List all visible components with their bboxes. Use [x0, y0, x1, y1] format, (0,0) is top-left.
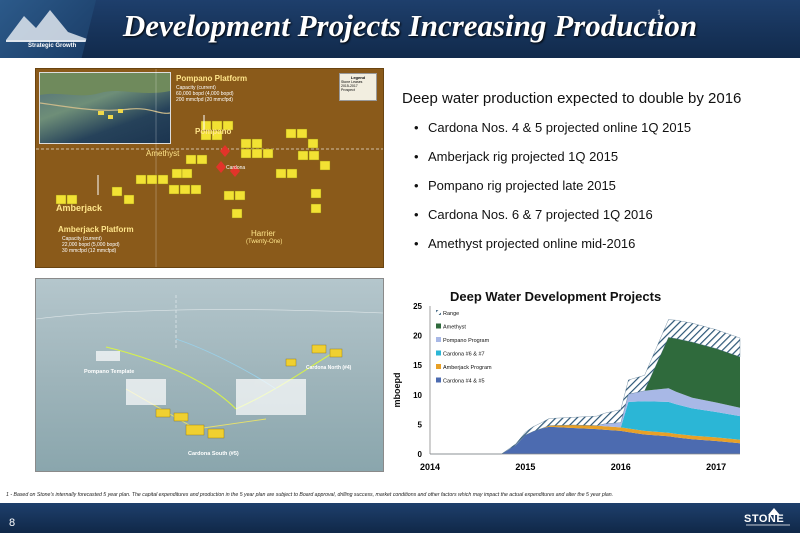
bullet-item: • Amethyst projected online mid-2016 [414, 236, 636, 251]
cardona-north-label: Cardona North (#4) [306, 365, 352, 371]
series-area-range [430, 319, 741, 455]
bullet-item: • Cardona Nos. 6 & 7 projected 1Q 2016 [414, 207, 653, 222]
bullet-item: • Pompano rig projected late 2015 [414, 178, 616, 193]
inset-coastline [39, 73, 171, 119]
pompano-platform-specs: Capacity (current) 60,000 bopd (4,000 bo… [176, 85, 234, 103]
legend-swatch [436, 310, 441, 315]
bullet-text: Pompano rig projected late 2015 [428, 178, 616, 193]
pompano-spec-line: 60,000 bopd (4,000 bopd) [176, 91, 234, 97]
legend-swatch [436, 350, 441, 356]
series-area-cardona-4-5 [430, 426, 740, 454]
legend-swatch [436, 323, 441, 329]
y-tick-label: 0 [418, 450, 423, 459]
y-tick-label: 10 [413, 391, 422, 400]
map-label-pompano: Pompano [195, 127, 232, 136]
legend-label: Pompano Program [443, 338, 490, 344]
bullet-dot: • [414, 236, 419, 251]
footer-bar [0, 503, 800, 533]
map-legend-title: Legend [350, 75, 366, 80]
title-footnote-marker: 1 [657, 8, 661, 17]
legend-label: Cardona #6 & #7 [443, 352, 485, 358]
y-tick-label: 5 [418, 420, 423, 429]
x-tick-label: 2015 [515, 462, 535, 472]
footnote: 1 - Based on Stone's internally forecast… [6, 492, 614, 498]
map-legend-item: 2015-2017 [341, 84, 358, 88]
map-legend: Legend Stone Leases 2015-2017 Prospect [339, 73, 377, 101]
x-tick-label: 2017 [706, 462, 726, 472]
map-label-cardona: Cardona [226, 165, 246, 171]
lease-blocks-layer [36, 69, 383, 267]
legend-swatch [436, 377, 441, 383]
section-label: Strategic Growth [28, 43, 77, 49]
y-tick-label: 25 [413, 302, 422, 311]
pompano-platform-title: Pompano Platform [176, 74, 248, 83]
x-tick-label: 2014 [420, 462, 440, 472]
subsea-layout-render: Pompano Template Cardona North (#4) Card… [35, 278, 384, 472]
series-area-amberjack-program [430, 425, 740, 454]
header-bar [0, 0, 800, 58]
map-label-harrier: Harrier [251, 229, 276, 238]
amberjack-platform-specs: Capacity (current) 22,000 bopd (5,000 bo… [62, 236, 120, 254]
bullet-text: Amethyst projected online mid-2016 [428, 236, 636, 251]
bullet-item: • Amberjack rig projected 1Q 2015 [414, 149, 619, 164]
page-number: 8 [9, 517, 16, 529]
subsea-infrastructure-drawing [36, 295, 383, 439]
map-legend-item: Prospect [341, 88, 355, 92]
map-label-amethyst: Amethyst [146, 149, 180, 158]
legend-label: Amberjack Program [443, 365, 492, 371]
y-tick-label: 15 [413, 361, 422, 370]
legend-label: Amethyst [443, 325, 466, 331]
series-area-amethyst [430, 337, 740, 454]
pompano-template-label: Pompano Template [84, 369, 135, 375]
pompano-spec-line: 200 mmcfpd (20 mmcfpd) [176, 97, 233, 103]
legend-swatch [436, 364, 441, 369]
bullet-text: Amberjack rig projected 1Q 2015 [428, 149, 619, 164]
x-tick-labels: 2014 2015 2016 2017 [420, 462, 726, 472]
y-tick-label: 20 [413, 332, 422, 341]
bullet-dot: • [414, 178, 419, 193]
x-tick-label: 2016 [611, 462, 631, 472]
chart-series-areas [430, 319, 741, 455]
mountain-icon [6, 10, 90, 42]
deep-water-chart: 0 5 10 15 20 25 2014 2015 2016 2017 mboepd Range… [392, 302, 741, 472]
stone-logo-text: STONE [744, 513, 785, 525]
lease-map: Pompano Platform Capacity (current) 60,0… [35, 68, 384, 268]
bullet-text: Cardona Nos. 6 & 7 projected 1Q 2016 [428, 207, 653, 222]
y-axis-label: mboepd [392, 373, 402, 408]
page-title: Development Projects Increasing Producti… [122, 8, 698, 43]
bullet-text: Cardona Nos. 4 & 5 projected online 1Q 2… [428, 120, 692, 135]
bullet-item: • Cardona Nos. 4 & 5 projected online 1Q … [414, 120, 692, 135]
cardona-south-label: Cardona South (#5) [188, 451, 239, 457]
bullet-dot: • [414, 149, 419, 164]
amberjack-spec-line: 30 mmcfpd (12 mmcfpd) [62, 248, 117, 254]
map-label-amberjack: Amberjack [56, 203, 103, 213]
map-legend-item: Stone Leases [341, 80, 363, 84]
chart-title: Deep Water Development Projects [450, 289, 662, 304]
legend-label: Cardona #4 & #5 [443, 379, 485, 385]
amberjack-spec-line: Capacity (current) [62, 236, 102, 242]
stone-logo-icon [746, 508, 790, 526]
series-area-cardona-6-7 [430, 401, 740, 454]
amberjack-platform-title: Amberjack Platform [58, 225, 134, 234]
map-label-harrier-sub: (Twenty-One) [246, 239, 283, 245]
pompano-spec-line: Capacity (current) [176, 85, 216, 91]
main-heading: Deep water production expected to double… [402, 90, 742, 107]
chart-legend: Range Amethyst Pompano Program Cardona #6 &… [436, 310, 492, 385]
y-tick-labels: 0 5 10 15 20 25 [413, 302, 422, 459]
amberjack-spec-line: 22,000 bopd (5,000 bopd) [62, 242, 120, 248]
legend-label: Range [443, 311, 459, 317]
bullet-dot: • [414, 120, 419, 135]
gulf-inset-map [39, 72, 171, 144]
section-logo-panel [0, 0, 96, 58]
bullet-dot: • [414, 207, 419, 222]
legend-swatch [436, 337, 441, 342]
